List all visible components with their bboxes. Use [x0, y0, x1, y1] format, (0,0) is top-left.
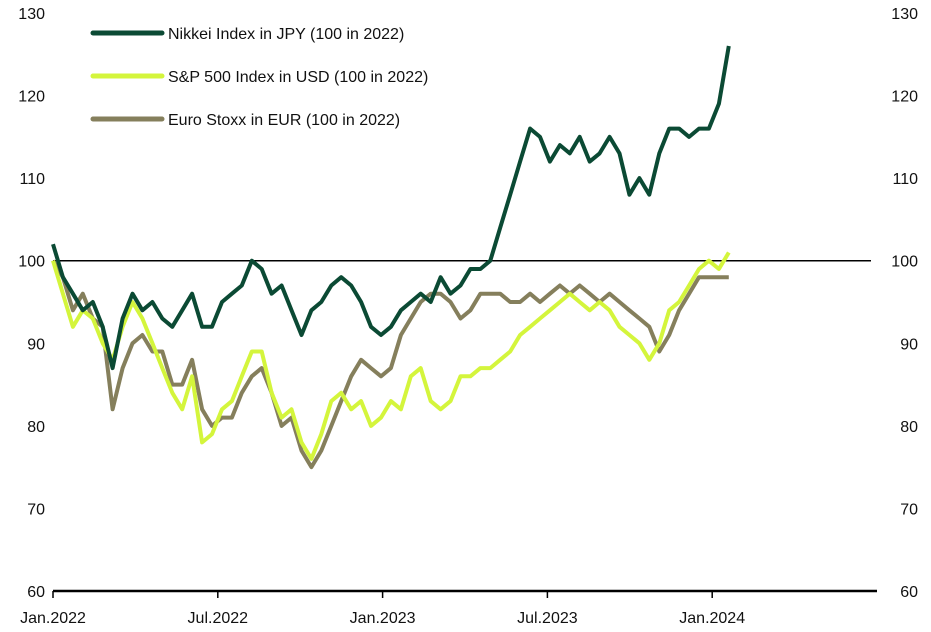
y-tick-label-right: 70 — [900, 501, 918, 518]
x-tick-label: Jul.2023 — [517, 610, 578, 627]
series-line-0 — [51, 45, 731, 371]
y-tick-label-left: 130 — [18, 6, 45, 23]
y-tick-label-right: 80 — [900, 419, 918, 436]
y-tick-label-left: 80 — [27, 419, 45, 436]
legend-label-2: Euro Stoxx in EUR (100 in 2022) — [168, 112, 400, 129]
legend-label-0: Nikkei Index in JPY (100 in 2022) — [168, 26, 404, 43]
x-tick-label: Jan.2022 — [20, 610, 86, 627]
y-axis-right: 60 70 80 90 100 110 120 130 — [891, 6, 918, 601]
y-tick-label-right: 120 — [891, 89, 918, 106]
y-tick-label-right: 110 — [892, 171, 918, 188]
y-tick-label-left: 100 — [18, 254, 45, 271]
y-axis-left: 60 70 80 90 100 110 120 130 — [18, 6, 45, 601]
x-tick-label: Jan.2023 — [350, 610, 416, 627]
series-lines — [51, 45, 731, 470]
y-tick-label-right: 100 — [891, 254, 918, 271]
y-tick-label-left: 70 — [27, 501, 45, 518]
y-tick-label-left: 120 — [18, 89, 45, 106]
x-tick-label: Jan.2024 — [679, 610, 745, 627]
legend: Nikkei Index in JPY (100 in 2022) S&P 500… — [90, 26, 428, 129]
y-tick-label-left: 90 — [27, 336, 45, 353]
y-tick-label-left: 60 — [27, 584, 45, 601]
x-tick-label: Jul.2022 — [188, 610, 249, 627]
y-tick-label-right: 90 — [900, 336, 918, 353]
y-tick-label-left: 110 — [19, 171, 45, 188]
series-line-2 — [51, 259, 729, 470]
x-axis: Jan.2022 Jul.2022 Jan.2023 Jul.2023 Jan.2024 — [20, 591, 745, 627]
y-tick-label-right: 60 — [900, 584, 918, 601]
legend-label-1: S&P 500 Index in USD (100 in 2022) — [168, 69, 428, 86]
series-line-1 — [51, 251, 731, 461]
y-tick-label-right: 130 — [891, 6, 918, 23]
